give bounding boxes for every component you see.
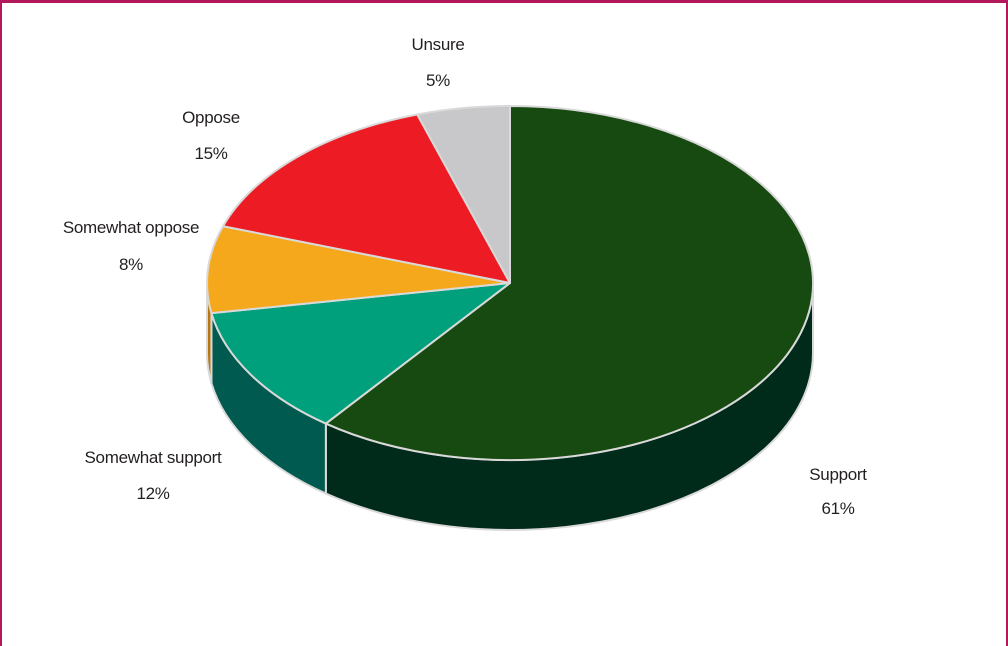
label-somewhat-oppose-name: Somewhat oppose xyxy=(63,218,199,237)
label-unsure-name: Unsure xyxy=(411,35,464,54)
label-support-value: 61% xyxy=(821,499,854,518)
pie-slice-oppose xyxy=(222,113,511,284)
pie-labels: Support 61% Somewhat support 12% Somewha… xyxy=(63,35,868,518)
pie-slice-somewhat-oppose xyxy=(206,225,511,315)
pie-tops xyxy=(206,105,814,461)
pie-sides xyxy=(206,282,814,531)
label-unsure-value: 5% xyxy=(426,71,450,90)
label-somewhat-oppose-value: 8% xyxy=(119,255,143,274)
label-somewhat-support-name: Somewhat support xyxy=(85,448,223,467)
pie-slice-somewhat-support xyxy=(210,282,511,425)
label-support-name: Support xyxy=(809,465,867,484)
label-oppose-value: 15% xyxy=(194,144,227,163)
label-oppose-name: Oppose xyxy=(182,108,240,127)
label-somewhat-support-value: 12% xyxy=(136,484,169,503)
pie-slice-support xyxy=(324,105,814,461)
pie-slice-unsure xyxy=(416,105,511,284)
